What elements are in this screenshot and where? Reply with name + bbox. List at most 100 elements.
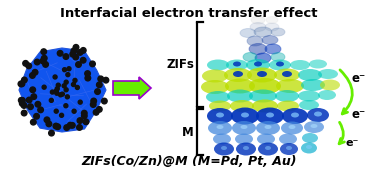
Ellipse shape: [240, 125, 248, 129]
Ellipse shape: [221, 146, 227, 150]
Ellipse shape: [202, 70, 228, 83]
Ellipse shape: [258, 143, 278, 156]
Circle shape: [70, 122, 75, 128]
Circle shape: [53, 123, 59, 129]
Circle shape: [49, 98, 53, 102]
Circle shape: [77, 125, 82, 130]
Circle shape: [64, 88, 68, 92]
Ellipse shape: [275, 90, 299, 102]
Ellipse shape: [243, 52, 257, 61]
Ellipse shape: [241, 112, 249, 117]
Ellipse shape: [257, 134, 275, 144]
Circle shape: [62, 68, 67, 72]
Circle shape: [23, 61, 28, 66]
Circle shape: [29, 73, 35, 78]
Ellipse shape: [249, 43, 267, 54]
Circle shape: [81, 48, 86, 53]
Circle shape: [21, 110, 27, 116]
Circle shape: [21, 103, 27, 108]
Ellipse shape: [301, 143, 317, 153]
Ellipse shape: [310, 124, 318, 128]
Ellipse shape: [318, 90, 336, 100]
Text: e⁻: e⁻: [352, 71, 366, 84]
Circle shape: [60, 113, 64, 117]
Circle shape: [19, 98, 24, 103]
Circle shape: [95, 89, 100, 94]
Ellipse shape: [302, 133, 318, 143]
Circle shape: [50, 90, 54, 94]
Ellipse shape: [318, 69, 338, 79]
Text: Interfacial electron transfer effect: Interfacial electron transfer effect: [60, 7, 318, 20]
Circle shape: [41, 49, 46, 54]
Ellipse shape: [213, 134, 231, 144]
Ellipse shape: [232, 121, 256, 135]
Circle shape: [64, 125, 70, 130]
Circle shape: [44, 117, 50, 123]
Circle shape: [91, 98, 96, 104]
Circle shape: [73, 44, 79, 50]
Circle shape: [55, 87, 59, 91]
Circle shape: [46, 121, 52, 127]
Circle shape: [31, 119, 36, 125]
Ellipse shape: [282, 108, 308, 124]
Ellipse shape: [255, 53, 271, 63]
Circle shape: [30, 87, 36, 93]
Circle shape: [82, 110, 87, 116]
Ellipse shape: [233, 61, 241, 66]
Ellipse shape: [225, 79, 255, 93]
Circle shape: [31, 94, 37, 99]
Text: e⁻: e⁻: [345, 138, 358, 148]
Ellipse shape: [282, 71, 292, 77]
Ellipse shape: [240, 29, 256, 38]
Ellipse shape: [314, 112, 322, 116]
Circle shape: [64, 80, 68, 84]
FancyArrowPatch shape: [339, 122, 344, 144]
Ellipse shape: [307, 108, 329, 122]
Circle shape: [43, 62, 48, 67]
Ellipse shape: [266, 16, 278, 24]
Circle shape: [71, 83, 76, 86]
Circle shape: [85, 71, 90, 76]
Ellipse shape: [251, 16, 265, 24]
Circle shape: [49, 130, 54, 136]
Ellipse shape: [247, 67, 277, 83]
Circle shape: [18, 81, 24, 87]
Ellipse shape: [247, 36, 263, 46]
Ellipse shape: [246, 59, 270, 71]
Ellipse shape: [269, 60, 291, 71]
Ellipse shape: [281, 121, 303, 134]
Circle shape: [32, 70, 38, 75]
Circle shape: [73, 78, 77, 82]
Circle shape: [81, 57, 86, 63]
Text: M: M: [182, 125, 194, 139]
Ellipse shape: [250, 22, 266, 31]
Ellipse shape: [254, 27, 272, 37]
Circle shape: [90, 102, 96, 107]
Ellipse shape: [309, 60, 327, 69]
Circle shape: [85, 75, 91, 81]
Circle shape: [26, 97, 32, 103]
Circle shape: [90, 61, 95, 67]
Ellipse shape: [288, 125, 296, 129]
Ellipse shape: [265, 125, 271, 129]
Ellipse shape: [291, 112, 299, 117]
Ellipse shape: [256, 121, 280, 135]
Circle shape: [102, 98, 107, 104]
Ellipse shape: [265, 146, 271, 150]
Ellipse shape: [290, 60, 310, 70]
Ellipse shape: [254, 61, 262, 66]
Circle shape: [54, 109, 58, 113]
Circle shape: [77, 50, 83, 55]
Circle shape: [93, 110, 99, 115]
Circle shape: [57, 51, 63, 56]
Ellipse shape: [280, 143, 298, 155]
Ellipse shape: [230, 100, 254, 112]
Ellipse shape: [256, 107, 284, 125]
Ellipse shape: [276, 61, 284, 66]
Circle shape: [96, 82, 102, 88]
Ellipse shape: [252, 99, 278, 112]
Ellipse shape: [266, 112, 274, 117]
Circle shape: [59, 93, 62, 97]
Circle shape: [42, 85, 46, 89]
FancyArrowPatch shape: [340, 70, 352, 114]
